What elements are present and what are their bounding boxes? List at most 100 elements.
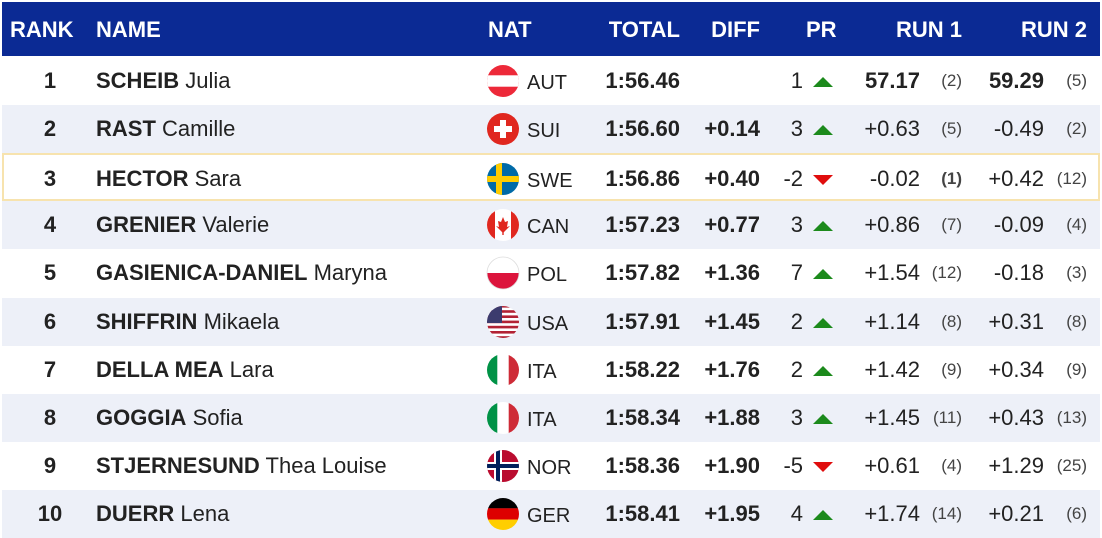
surname: DUERR	[96, 500, 175, 526]
surname: GRENIER	[96, 212, 197, 238]
header-cell: NAME	[96, 17, 161, 42]
trend-arrow	[813, 175, 833, 186]
nation: POL	[527, 264, 568, 287]
total-time: 1:56.46	[605, 68, 680, 93]
diff: +0.77	[704, 212, 760, 238]
trend-arrow	[813, 461, 833, 472]
rank: 10	[37, 500, 63, 526]
given-name: Lara	[229, 356, 274, 382]
surname: HECTOR	[96, 166, 189, 192]
trend-arrow	[813, 317, 833, 328]
nation: CAN	[527, 216, 570, 239]
result-row: 10 DUERR Lena GER 1:58.41 +1.95 4 +1.74 (14) +0.…	[2, 489, 1100, 538]
run2-rank: (2)	[1066, 119, 1087, 139]
given-name: Sofia	[192, 404, 243, 430]
nation: USA	[527, 312, 569, 335]
result-row: 1 SCHEIB Julia AUT 1:56.46 1 57.17 (2) 59.29 (5)	[2, 57, 1100, 105]
run2-rank: (25)	[1056, 455, 1087, 475]
header-cell: RANK	[10, 17, 74, 42]
athlete-name: GASIENICA-DANIEL Maryna	[96, 249, 387, 297]
run1-rank: (4)	[941, 455, 962, 475]
result-row: 6 SHIFFRIN Mikaela USA 1:57.91 +1.45 2 +1.14 (8…	[2, 297, 1100, 346]
trend-arrow	[813, 221, 833, 232]
flag	[486, 401, 520, 435]
flag	[486, 449, 520, 483]
athlete-name: GRENIER Valerie	[96, 201, 269, 249]
surname: GASIENICA-DANIEL	[96, 260, 308, 286]
header-cell: DIFF	[711, 17, 760, 42]
position-change: 2	[790, 308, 803, 334]
total-time: 1:57.23	[605, 212, 680, 238]
run2-rank: (6)	[1066, 503, 1087, 523]
given-name: Sara	[194, 166, 242, 192]
athlete-name: SHIFFRIN Mikaela	[96, 298, 279, 346]
given-name: Maryna	[313, 260, 387, 286]
run1-time: +0.61	[864, 452, 920, 478]
rank: 7	[43, 356, 57, 382]
trend-arrow	[813, 77, 833, 87]
run2-time: +0.42	[988, 166, 1044, 192]
rank: 5	[43, 260, 57, 286]
given-name: Valerie	[202, 212, 270, 238]
diff: +0.40	[704, 166, 760, 192]
total-time: 1:56.86	[605, 166, 680, 192]
position-change: 2	[790, 356, 803, 382]
run1-time: +1.45	[864, 404, 920, 430]
run1-rank: (12)	[931, 263, 962, 283]
run1-rank: (2)	[941, 71, 962, 90]
diff: +1.36	[704, 260, 760, 286]
position-change: 1	[790, 68, 803, 93]
result-row: 2 RAST Camille SUI 1:56.60 +0.14 3 +0.63 (5) -0.…	[2, 105, 1100, 154]
position-change: 3	[790, 404, 803, 430]
run2-time: 59.29	[988, 68, 1044, 93]
result-row: 8 GOGGIA Sofia ITA 1:58.34 +1.88 3 +1.45 (11) +0…	[2, 393, 1100, 442]
header-cell: TOTAL	[608, 17, 680, 42]
athlete-name: DELLA MEA Lara	[96, 346, 274, 394]
trend-arrow	[813, 269, 833, 280]
flag	[486, 112, 520, 146]
run2-time: -0.09	[993, 212, 1044, 238]
run2-time: +0.31	[988, 308, 1044, 334]
run2-time: -0.18	[993, 260, 1044, 286]
given-name: Lena	[180, 500, 230, 526]
run2-time: +1.29	[988, 452, 1044, 478]
header-cell: RUN 2	[1020, 17, 1087, 42]
run2-rank: (8)	[1066, 311, 1087, 331]
rank: 9	[43, 452, 57, 478]
header-cell: PR	[806, 17, 837, 42]
diff: +1.90	[704, 452, 760, 478]
run1-time: +1.42	[864, 356, 920, 382]
run2-rank: (4)	[1066, 215, 1087, 235]
run2-rank: (9)	[1066, 359, 1087, 379]
rank: 2	[43, 116, 57, 142]
diff: +0.14	[704, 116, 760, 142]
run2-time: +0.34	[988, 356, 1044, 382]
run1-time: +1.74	[864, 500, 920, 526]
trend-arrow	[813, 413, 833, 424]
athlete-name: RAST Camille	[96, 105, 235, 153]
diff: +1.88	[704, 404, 760, 430]
total-time: 1:57.82	[605, 260, 680, 286]
run2-time: -0.49	[993, 116, 1044, 142]
position-change: 7	[790, 260, 803, 286]
run2-time: +0.43	[988, 404, 1044, 430]
surname: SHIFFRIN	[96, 308, 198, 334]
flag	[486, 208, 520, 242]
run1-rank: (1)	[941, 169, 962, 189]
position-change: 4	[790, 500, 803, 526]
flag	[486, 162, 520, 196]
total-time: 1:57.91	[605, 308, 680, 334]
run2-time: +0.21	[988, 500, 1044, 526]
given-name: Thea Louise	[265, 452, 387, 478]
run1-rank: (11)	[933, 407, 962, 427]
surname: DELLA MEA	[96, 356, 224, 382]
diff: +1.45	[704, 308, 760, 334]
rank: 1	[43, 68, 57, 93]
total-time: 1:56.60	[605, 116, 680, 142]
run2-rank: (3)	[1066, 263, 1087, 283]
header-cell: NAT	[488, 17, 532, 42]
surname: GOGGIA	[96, 404, 187, 430]
nation: SUI	[527, 120, 561, 143]
surname: SCHEIB	[96, 68, 180, 93]
